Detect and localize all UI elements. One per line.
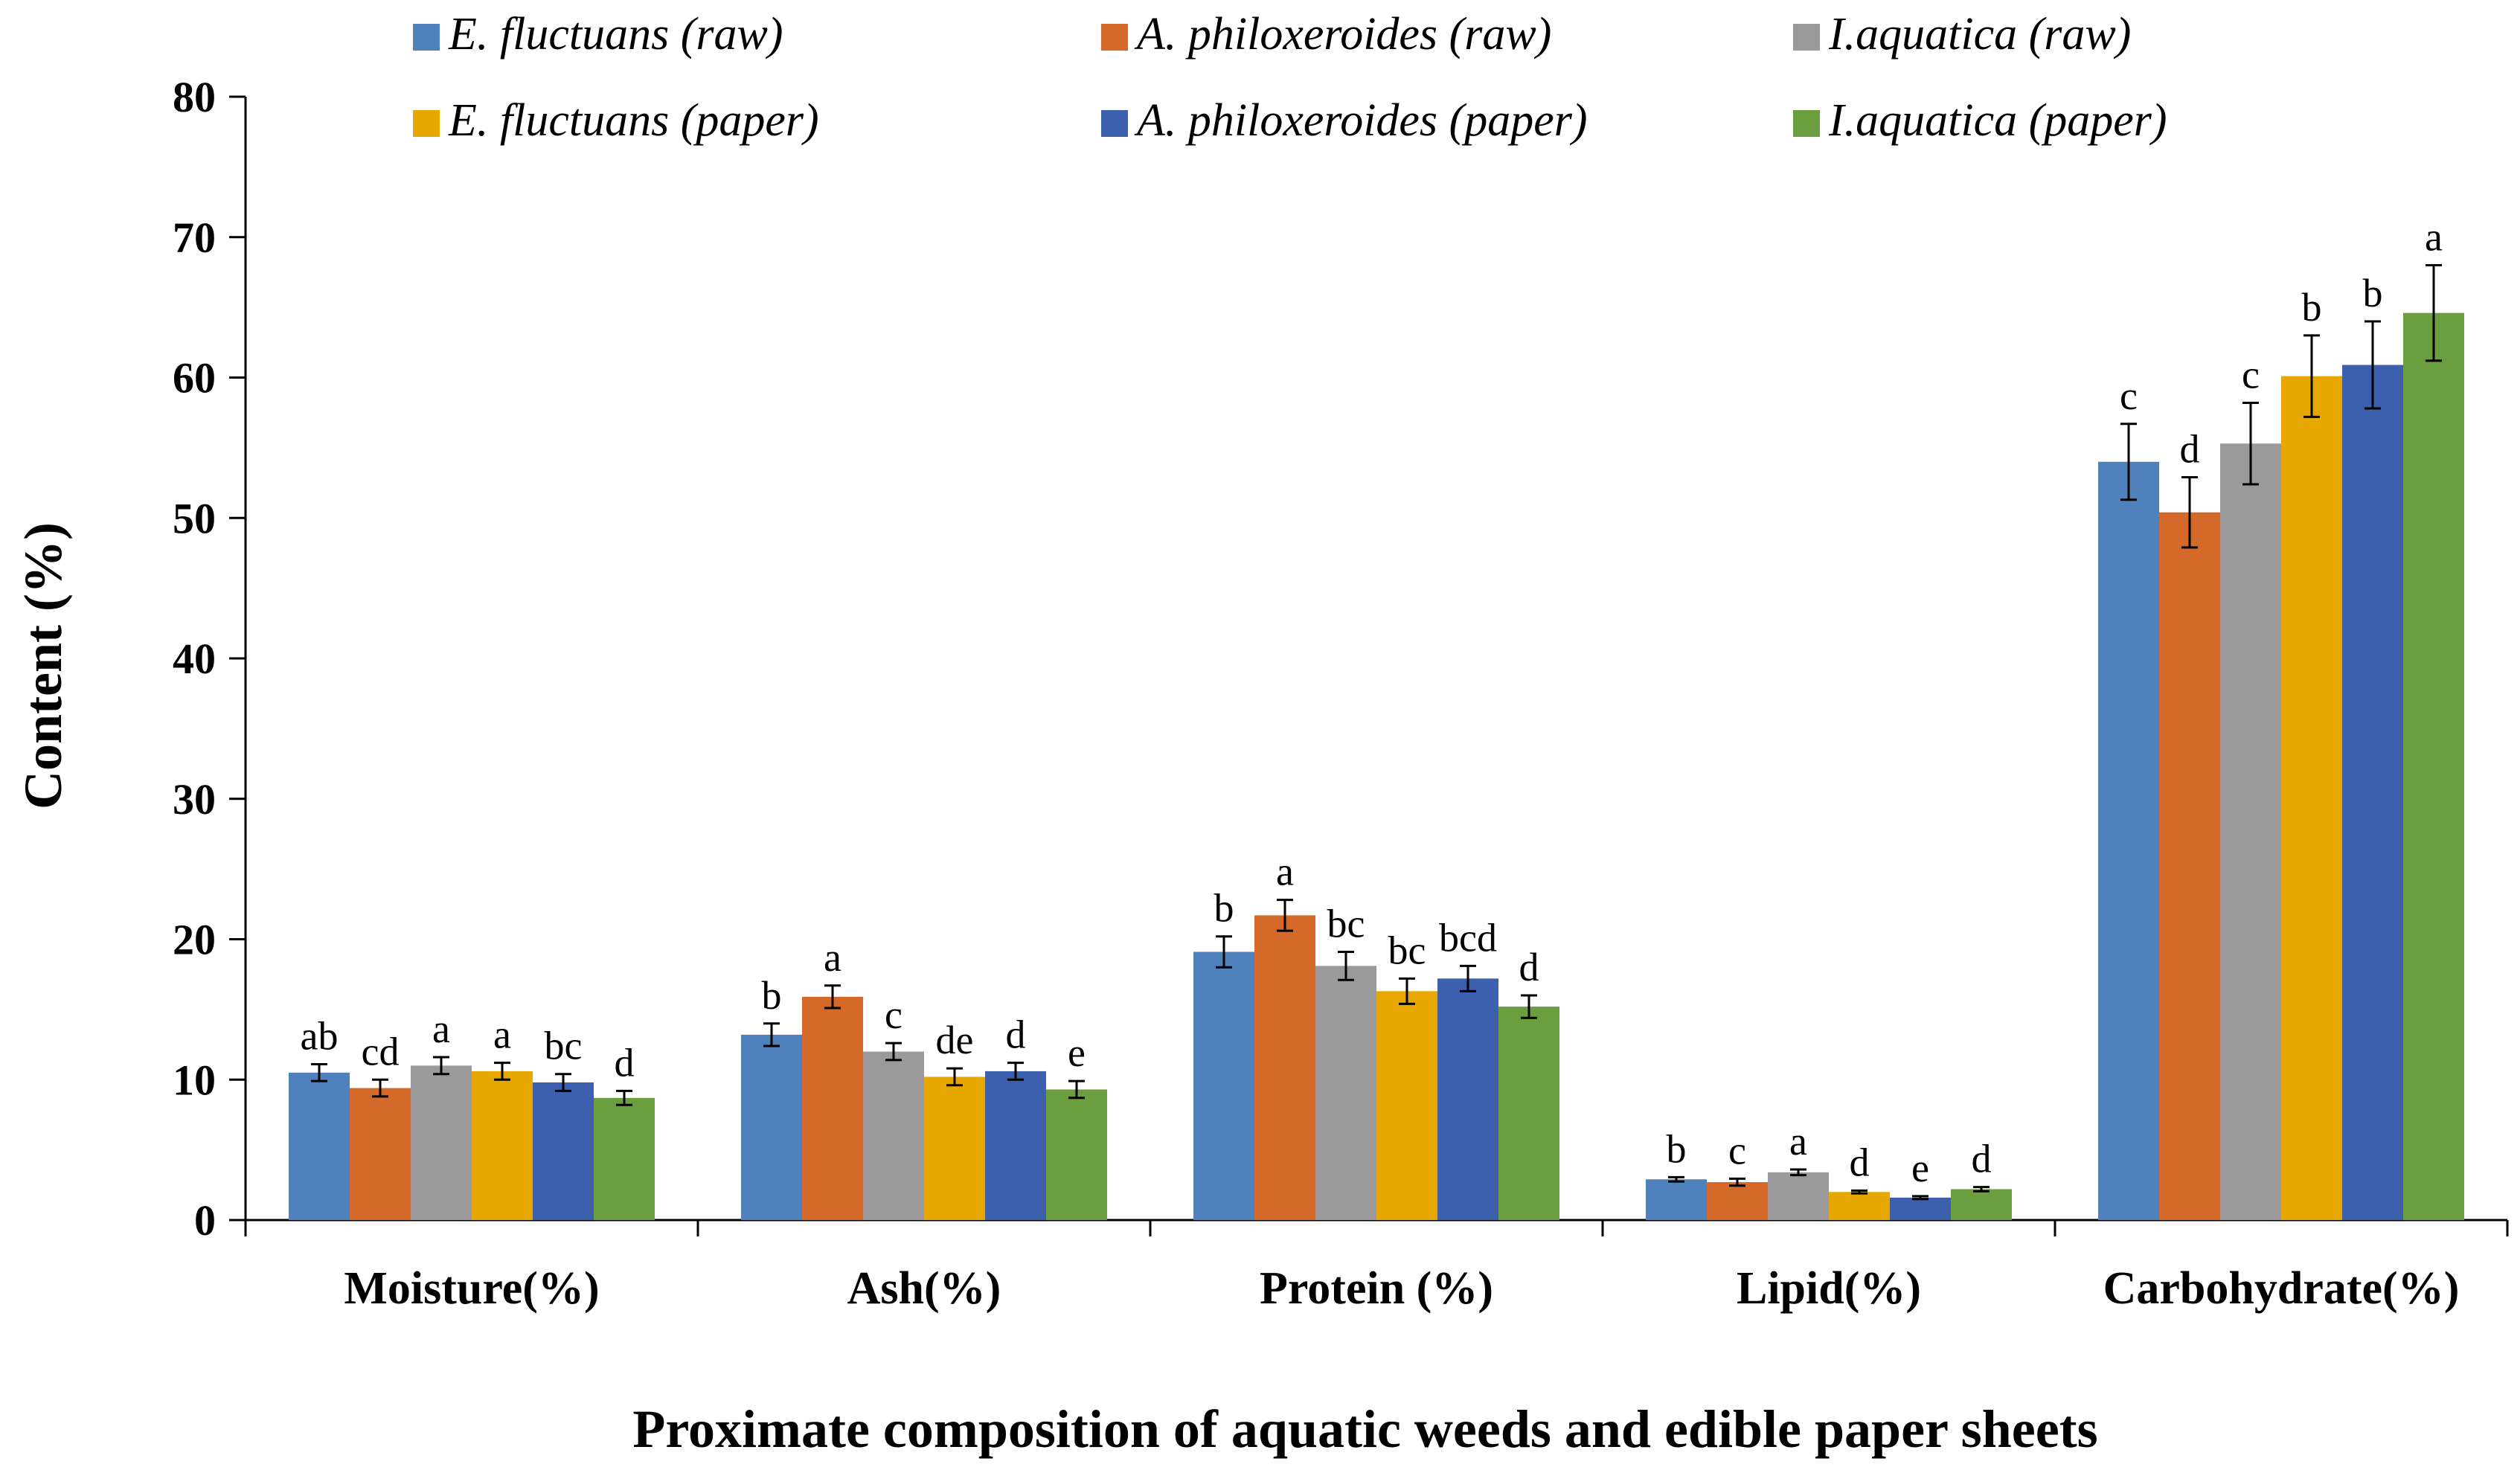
legend-entry: A. philoxeroides (raw) — [1134, 9, 1551, 60]
significance-letter: d — [615, 1040, 635, 1085]
bar — [2342, 365, 2403, 1221]
y-tick-label: 80 — [173, 73, 216, 121]
y-tick-label: 40 — [173, 635, 216, 683]
bar — [2281, 376, 2342, 1220]
significance-letter: a — [493, 1013, 511, 1057]
significance-letter: bcd — [1439, 915, 1497, 960]
bar — [924, 1076, 985, 1220]
significance-letter: c — [2242, 352, 2260, 397]
bar — [2220, 443, 2281, 1220]
bar — [1646, 1179, 1707, 1220]
significance-letter: e — [1911, 1146, 1929, 1190]
bar — [1498, 1007, 1559, 1220]
significance-letter: c — [885, 992, 902, 1037]
significance-letter: e — [1068, 1030, 1086, 1075]
bar — [1046, 1089, 1107, 1220]
y-tick-label: 70 — [173, 214, 216, 262]
bar — [863, 1051, 924, 1220]
legend-entry: E. fluctuans (raw) — [448, 9, 783, 60]
bar — [2098, 461, 2159, 1220]
legend-swatch — [1793, 24, 1820, 51]
x-category-label: Lipid(%) — [1737, 1263, 1921, 1314]
bar — [1890, 1197, 1951, 1220]
legend-swatch — [413, 24, 440, 51]
significance-letter: b — [1214, 886, 1234, 931]
x-category-label: Protein (%) — [1260, 1263, 1493, 1314]
bar — [289, 1072, 350, 1220]
y-tick-label: 0 — [194, 1196, 216, 1245]
legend-swatch — [1793, 110, 1820, 137]
bar — [1707, 1182, 1768, 1220]
significance-letter: b — [2302, 285, 2322, 330]
y-tick-label: 20 — [173, 916, 216, 964]
significance-letter: b — [1667, 1126, 1687, 1171]
significance-letter: a — [432, 1007, 450, 1051]
significance-letter: a — [2425, 215, 2443, 260]
legend-entry: I.aquatica (raw) — [1828, 9, 2131, 60]
significance-letter: b — [2363, 271, 2383, 315]
bar — [1437, 978, 1498, 1220]
significance-letter: c — [2120, 373, 2138, 418]
bar — [1315, 966, 1376, 1220]
bar — [1829, 1192, 1890, 1220]
x-category-label: Carbohydrate(%) — [2103, 1263, 2460, 1314]
significance-letter: bc — [545, 1024, 583, 1068]
bar — [472, 1071, 533, 1220]
significance-letter: d — [1972, 1137, 1992, 1181]
bar — [1768, 1172, 1829, 1220]
bar — [985, 1071, 1046, 1220]
y-tick-label: 30 — [173, 775, 216, 824]
bar — [2403, 312, 2464, 1220]
significance-letter: c — [1728, 1128, 1746, 1172]
significance-letter: ab — [301, 1013, 339, 1058]
bar — [1254, 915, 1315, 1220]
x-axis-title: Proximate composition of aquatic weeds a… — [632, 1399, 2097, 1459]
bar — [1193, 951, 1254, 1220]
significance-letter: a — [1276, 850, 1294, 894]
significance-letter: b — [762, 973, 782, 1018]
y-axis-title: Content (%) — [13, 522, 73, 809]
legend: E. fluctuans (raw) A. philoxeroides (raw)… — [413, 9, 2167, 146]
bar — [741, 1034, 802, 1220]
bar — [1951, 1189, 2012, 1220]
significance-letter: a — [824, 935, 841, 980]
significance-letter: d — [2180, 427, 2200, 472]
legend-swatch — [1101, 24, 1128, 51]
significance-letter: bc — [1327, 901, 1365, 946]
legend-entry: A. philoxeroides (paper) — [1134, 95, 1588, 146]
legend-entry: I.aquatica (paper) — [1828, 95, 2167, 146]
x-category-label: Moisture(%) — [344, 1263, 599, 1314]
bar — [533, 1082, 594, 1220]
y-axis: 0 10 20 30 40 50 60 70 80 — [173, 73, 247, 1245]
significance-letter: bc — [1388, 928, 1426, 972]
x-category-label: Ash(%) — [847, 1263, 1001, 1314]
bar — [411, 1065, 472, 1220]
significance-letter: d — [1850, 1140, 1870, 1184]
y-tick-label: 10 — [173, 1056, 216, 1104]
bar — [594, 1097, 655, 1220]
significance-letter: cd — [362, 1029, 400, 1074]
significance-letter: d — [1006, 1013, 1026, 1057]
significance-letter: de — [936, 1018, 974, 1062]
bar — [2159, 512, 2220, 1220]
bar — [802, 996, 863, 1220]
y-tick-label: 60 — [173, 354, 216, 402]
x-axis: Moisture(%) Ash(%) Protein (%) Lipid(%) Carb… — [244, 1219, 2509, 1314]
y-tick-label: 50 — [173, 494, 216, 542]
legend-entry: E. fluctuans (paper) — [448, 95, 819, 146]
legend-swatch — [1101, 110, 1128, 137]
legend-swatch — [413, 110, 440, 137]
significance-letter: a — [1789, 1119, 1807, 1164]
significance-letter: d — [1519, 945, 1539, 989]
bar — [1376, 991, 1437, 1220]
bar — [350, 1088, 411, 1220]
